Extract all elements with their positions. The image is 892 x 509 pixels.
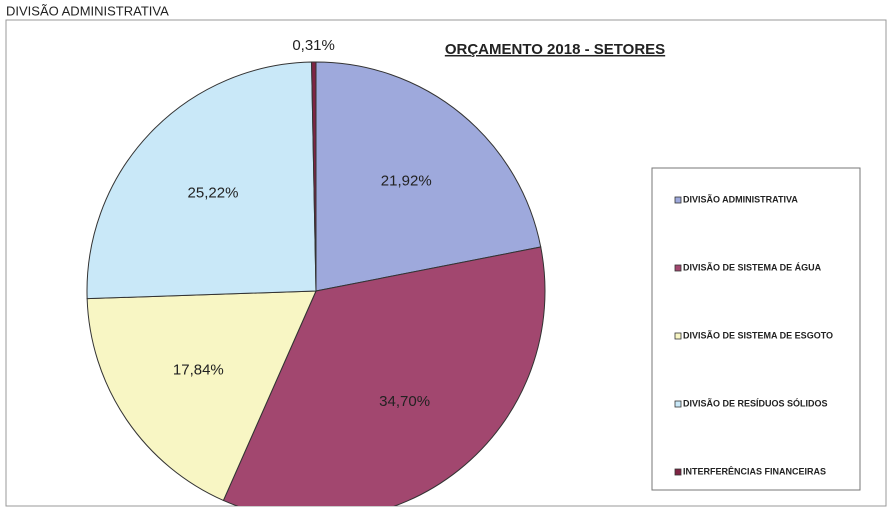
pie-slice <box>86 61 317 300</box>
pie-slice <box>315 61 542 292</box>
legend-swatch <box>674 400 682 408</box>
pie-slice <box>222 246 546 506</box>
legend-text: DIVISÃO DE RESÍDUOS SÓLIDOS <box>683 397 828 408</box>
slice-label: 17,84% <box>173 361 224 378</box>
pie <box>86 61 546 506</box>
pie-slice <box>311 61 317 292</box>
slice-label: 34,70% <box>379 393 430 410</box>
chart-title: ORÇAMENTO 2018 - SETORES <box>445 41 665 58</box>
legend: DIVISÃO ADMINISTRATIVA DIVISÃO DE SISTEMA… <box>674 194 833 476</box>
slice-label: 0,31% <box>292 37 335 54</box>
pie-slice <box>86 290 317 502</box>
legend-swatch <box>674 332 682 340</box>
legend-text: DIVISÃO ADMINISTRATIVA <box>683 194 798 204</box>
legend-text: DIVISÃO DE SISTEMA DE ÁGUA <box>683 262 822 272</box>
slice-label: 21,92% <box>381 172 432 189</box>
legend-text: INTERFERÊNCIAS FINANCEIRAS <box>683 465 826 476</box>
legend-swatch <box>674 468 682 476</box>
slice-label: 25,22% <box>188 184 239 201</box>
legend-swatch <box>674 196 682 204</box>
legend-swatch <box>674 264 682 272</box>
legend-text: DIVISÃO DE SISTEMA DE ESGOTO <box>683 330 833 340</box>
legend-box <box>651 167 861 491</box>
top-label: DIVISÃO ADMINISTRATIVA <box>6 3 169 18</box>
